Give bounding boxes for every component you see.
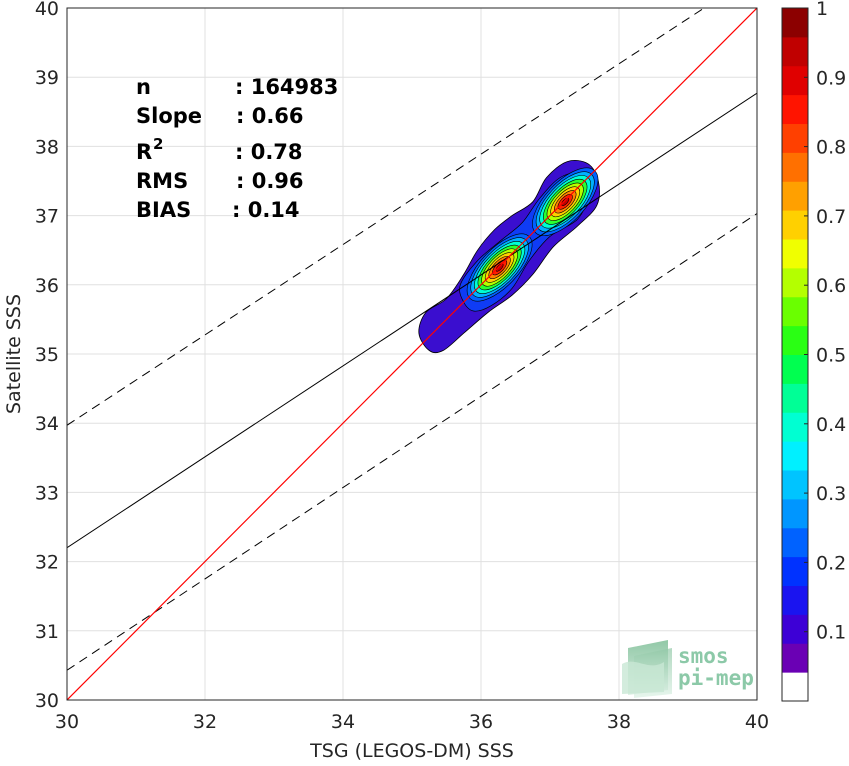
y-tick-label: 38 (35, 136, 59, 158)
lower-bound-line (67, 213, 757, 671)
colorbar-segment (782, 614, 808, 644)
axes-box (66, 7, 758, 701)
y-tick-label: 32 (35, 552, 59, 574)
stat-n-label: n (136, 75, 151, 99)
stat-bias-value: : 0.14 (232, 198, 300, 222)
y-tick-label: 30 (35, 690, 59, 712)
colorbar-segment (782, 210, 808, 240)
identity-line (67, 8, 757, 700)
colorbar-segment (782, 94, 808, 125)
logo-waves-icon (622, 640, 672, 698)
colorbar-segment (782, 672, 808, 702)
stat-rms-value: : 0.96 (236, 169, 304, 193)
reference-lines (67, 8, 757, 700)
x-tick-label: 30 (55, 711, 79, 733)
colorbar-segment (782, 8, 808, 38)
upper-bound-line (67, 8, 706, 426)
colorbar-tick-label: 0.3 (816, 483, 846, 505)
y-axis-label: Satellite SSS (3, 294, 25, 414)
colorbar-segment (782, 181, 808, 211)
y-tick-label: 34 (35, 413, 59, 435)
logo-line-1: smos (678, 644, 729, 668)
colorbar-segment (782, 354, 808, 384)
y-tick-label: 40 (35, 0, 59, 20)
x-tick-label: 40 (745, 711, 769, 733)
colorbar-tick-label: 0.8 (816, 137, 846, 159)
stat-r2-label: R (136, 140, 152, 164)
colorbar-segment (782, 36, 808, 67)
stat-rms-label: RMS (136, 169, 188, 193)
colorbar-segment (782, 556, 808, 587)
y-tick-label: 35 (35, 344, 59, 366)
gridlines (66, 7, 758, 701)
colorbar-segment (782, 65, 808, 96)
stat-n-value: : 164983 (235, 75, 338, 99)
colorbar-segment (782, 296, 808, 327)
colorbar-segment (782, 267, 808, 298)
density-contour-level (495, 263, 504, 272)
colorbar-segment (782, 325, 808, 356)
colorbar-segment (782, 123, 808, 153)
colorbar-tick-label: 0.9 (816, 67, 846, 89)
density-contour-level (561, 197, 570, 206)
colorbar-tick-label: 0.7 (816, 206, 846, 228)
smos-pi-mep-logo: smos pi-mep (622, 640, 754, 698)
colorbar-segment (782, 152, 808, 182)
stat-slope-value: : 0.66 (236, 104, 304, 128)
colorbar-segment (782, 498, 808, 529)
colorbar-segment (782, 643, 808, 673)
stat-slope-label: Slope (136, 104, 202, 128)
y-tick-label: 33 (35, 482, 59, 504)
y-tick-labels: 30 31 32 33 34 35 36 37 38 39 40 (35, 0, 59, 712)
regression-fit-line (67, 92, 757, 549)
x-tick-label: 32 (193, 711, 217, 733)
stat-r2-value: : 0.78 (235, 140, 303, 164)
y-tick-label: 36 (35, 275, 59, 297)
colorbar-segment (782, 383, 808, 413)
colorbar (782, 8, 808, 702)
x-tick-label: 34 (331, 711, 355, 733)
y-tick-label: 31 (35, 621, 59, 643)
y-tick-label: 37 (35, 206, 59, 228)
colorbar-segment (782, 412, 808, 442)
colorbar-segment (782, 527, 808, 558)
x-tick-labels: 30 32 34 36 38 40 (55, 711, 769, 733)
stat-r2-superscript: 2 (153, 135, 163, 153)
x-tick-label: 38 (607, 711, 631, 733)
colorbar-segment (782, 441, 808, 471)
x-tick-label: 36 (469, 711, 493, 733)
colorbar-tick-labels: 0.1 0.2 0.3 0.4 0.5 0.6 0.7 0.8 0.9 1 (804, 0, 846, 644)
colorbar-tick-label: 0.1 (816, 622, 846, 644)
x-axis-label: TSG (LEGOS-DM) SSS (309, 740, 514, 762)
colorbar-tick-label: 0.2 (816, 552, 846, 574)
colorbar-segment (782, 239, 808, 269)
stat-bias-label: BIAS (136, 198, 191, 222)
y-tick-label: 39 (35, 67, 59, 89)
stats-annotation: n : 164983 Slope : 0.66 R 2 : 0.78 RMS :… (136, 75, 338, 222)
logo-line-2: pi-mep (678, 666, 754, 690)
colorbar-segment (782, 470, 808, 500)
colorbar-tick-label: 0.6 (816, 275, 846, 297)
colorbar-tick-label: 0.5 (816, 345, 846, 367)
colorbar-segment (782, 585, 808, 615)
colorbar-tick-label: 1 (816, 0, 828, 20)
colorbar-tick-label: 0.4 (816, 414, 846, 436)
